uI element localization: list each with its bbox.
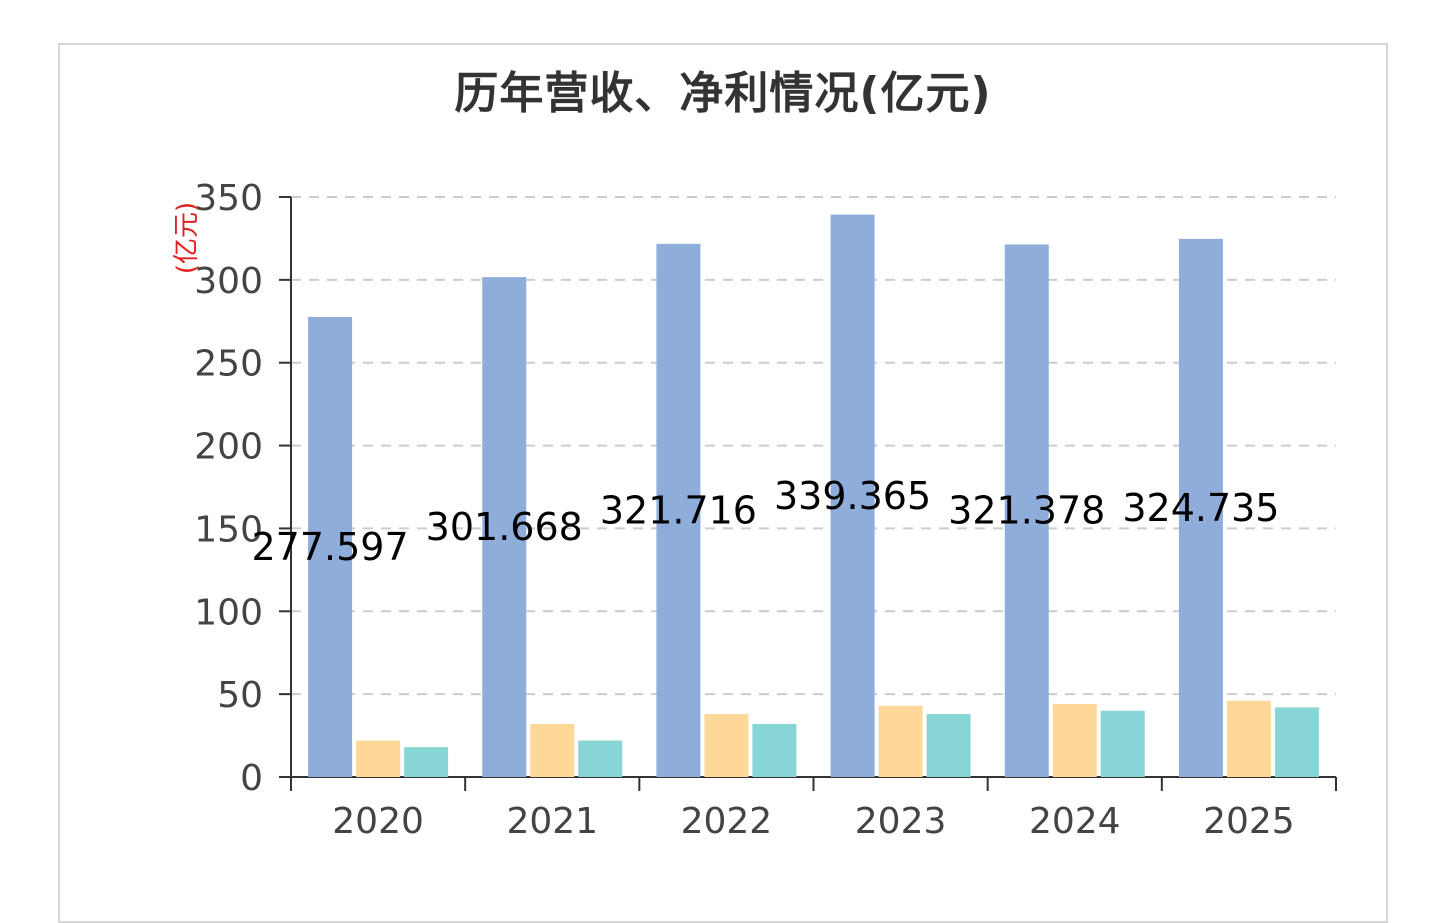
data-label: 324.735 bbox=[1122, 486, 1279, 530]
bar bbox=[530, 723, 575, 777]
y-tick-label: 50 bbox=[217, 675, 263, 716]
bar bbox=[1178, 238, 1223, 777]
bar bbox=[356, 740, 401, 777]
bar bbox=[308, 316, 353, 777]
x-tick-label: 2024 bbox=[1029, 801, 1121, 842]
x-tick-label: 2021 bbox=[506, 801, 598, 842]
data-label: 321.716 bbox=[600, 488, 757, 532]
bar bbox=[704, 714, 749, 777]
bar bbox=[404, 747, 449, 777]
bar bbox=[1226, 700, 1271, 777]
bar bbox=[1052, 704, 1097, 777]
y-tick-label: 250 bbox=[194, 344, 263, 385]
bar bbox=[656, 243, 701, 778]
bar bbox=[752, 723, 797, 777]
y-tick-label: 350 bbox=[194, 178, 263, 219]
data-label: 301.668 bbox=[426, 505, 583, 549]
bar-chart: 0 50 100 150 200 250 300 350(亿元) 2020 2021 2022 202… bbox=[172, 178, 1337, 842]
y-tick-label: 0 bbox=[240, 758, 263, 799]
x-tick-label: 2020 bbox=[332, 801, 424, 842]
x-tick-label: 2023 bbox=[855, 801, 947, 842]
data-label: 339.365 bbox=[774, 474, 931, 518]
bar bbox=[482, 277, 527, 777]
y-tick-label: 100 bbox=[194, 592, 263, 633]
x-tick-label: 2025 bbox=[1203, 801, 1295, 842]
bar bbox=[878, 705, 923, 777]
bar bbox=[578, 740, 623, 777]
y-tick-label: 200 bbox=[194, 427, 263, 468]
bar bbox=[1274, 707, 1319, 777]
bar bbox=[1004, 244, 1049, 778]
data-label: 321.378 bbox=[948, 489, 1105, 533]
data-label: 277.597 bbox=[252, 525, 409, 569]
bar bbox=[1100, 710, 1145, 777]
bar bbox=[926, 714, 971, 777]
bar bbox=[830, 214, 875, 777]
y-tick-label: 300 bbox=[194, 261, 263, 302]
y-tick-label: 150 bbox=[194, 509, 263, 550]
x-tick-label: 2022 bbox=[681, 801, 773, 842]
y-axis-unit-label: (亿元) bbox=[172, 202, 202, 274]
chart-title: 历年营收、净利情况(亿元) bbox=[454, 68, 992, 119]
